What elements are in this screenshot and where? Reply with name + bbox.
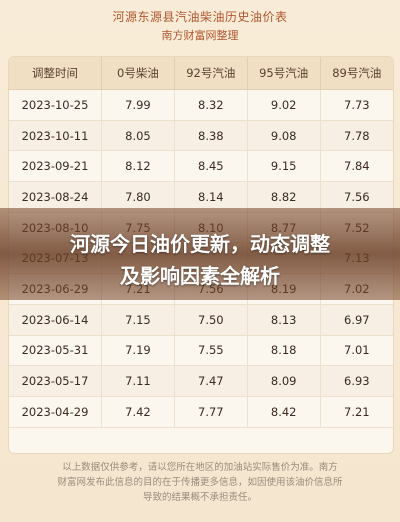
cell-gasoline-89: 7.01	[320, 335, 393, 367]
disclaimer-line-2: 财富网发布此信息的目的在于传播更多信息，如因使用该油价信息所	[57, 477, 343, 488]
table-header-row: 调整时间 0号柴油 92号汽油 95号汽油 89号汽油	[9, 57, 393, 90]
cell-gasoline-92: 7.50	[174, 304, 248, 336]
cell-diesel-0: 7.99	[101, 89, 175, 121]
cell-gasoline-95: 9.15	[247, 150, 321, 183]
column-header-gasoline-95: 95号汽油	[247, 57, 321, 90]
cell-gasoline-95: 9.02	[247, 89, 321, 121]
cell-date: 2023-10-11	[9, 120, 102, 152]
cell-gasoline-92: 7.47	[174, 365, 248, 397]
table-row: 2023-04-29 7.42 7.77 8.42 7.21	[9, 396, 393, 428]
cell-date: 2023-05-31	[9, 335, 102, 367]
cell-diesel-0: 7.15	[101, 304, 175, 336]
column-header-gasoline-92: 92号汽油	[174, 57, 248, 90]
cell-gasoline-89: 6.93	[320, 365, 393, 397]
table-subtitle: 南方财富网整理	[161, 29, 239, 42]
cell-gasoline-92: 8.38	[174, 120, 248, 152]
cell-gasoline-89: 7.73	[320, 89, 393, 121]
table-row: 2023-10-25 7.99 8.32 9.02 7.73	[9, 89, 393, 121]
cell-gasoline-89: 7.56	[320, 181, 393, 213]
cell-gasoline-95: 8.09	[247, 365, 321, 397]
table-row: 2023-05-17 7.11 7.47 8.09 6.93	[9, 365, 393, 397]
title-banner-overlay	[0, 208, 400, 300]
cell-diesel-0: 8.12	[101, 150, 175, 183]
cell-gasoline-95: 8.18	[247, 335, 321, 367]
table-row: 2023-10-11 8.05 8.38 9.08 7.78	[9, 120, 393, 152]
cell-gasoline-89: 7.21	[320, 396, 393, 428]
cell-gasoline-92: 8.45	[174, 150, 248, 183]
column-header-gasoline-89: 89号汽油	[320, 57, 393, 90]
disclaimer-footer: 以上数据仅供参考，请以您所在地区的加油站实际售价为准。南方 财富网发布此信息的目…	[28, 460, 372, 505]
cell-gasoline-95: 9.08	[247, 120, 321, 152]
cell-date: 2023-05-17	[9, 365, 102, 397]
cell-gasoline-95: 8.42	[247, 396, 321, 428]
table-row: 2023-05-31 7.19 7.55 8.18 7.01	[9, 335, 393, 367]
cell-date: 2023-06-14	[9, 304, 102, 336]
cell-gasoline-95: 8.13	[247, 304, 321, 336]
cell-gasoline-92: 8.14	[174, 181, 248, 213]
banner-headline-line1: 河源今日油价更新，动态调整	[70, 232, 330, 256]
cell-diesel-0: 8.05	[101, 120, 175, 152]
cell-gasoline-89: 7.84	[320, 150, 393, 183]
cell-date: 2023-04-29	[9, 396, 102, 428]
cell-date: 2023-10-25	[9, 89, 102, 121]
cell-gasoline-95: 8.82	[247, 181, 321, 213]
table-row: 2023-08-24 7.80 8.14 8.82 7.56	[9, 181, 393, 213]
disclaimer-line-3: 导致的结果概不承担责任。	[142, 492, 257, 503]
column-header-diesel-0: 0号柴油	[101, 57, 175, 90]
cell-date: 2023-08-24	[9, 181, 102, 213]
cell-gasoline-92: 7.55	[174, 335, 248, 367]
cell-gasoline-92: 7.77	[174, 396, 248, 428]
cell-gasoline-89: 6.97	[320, 304, 393, 336]
table-row: 2023-09-21 8.12 8.45 9.15 7.84	[9, 150, 393, 183]
cell-diesel-0: 7.11	[101, 365, 175, 397]
table-row: 2023-06-14 7.15 7.50 8.13 6.97	[9, 304, 393, 336]
banner-headline-line2: 及影响因素全解析	[120, 264, 280, 288]
disclaimer-line-1: 以上数据仅供参考，请以您所在地区的加油站实际售价为准。南方	[62, 462, 338, 473]
cell-gasoline-89: 7.78	[320, 120, 393, 152]
column-header-date: 调整时间	[9, 57, 102, 90]
cell-gasoline-92: 8.32	[174, 89, 248, 121]
cell-diesel-0: 7.19	[101, 335, 175, 367]
table-title: 河源东源县汽油柴油历史油价表	[112, 10, 288, 24]
cell-date: 2023-09-21	[9, 150, 102, 183]
cell-diesel-0: 7.42	[101, 396, 175, 428]
